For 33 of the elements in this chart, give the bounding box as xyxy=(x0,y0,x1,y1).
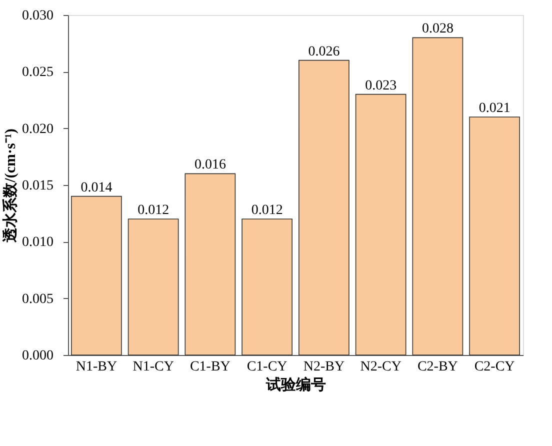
bar xyxy=(242,218,292,356)
data-label: 0.028 xyxy=(422,22,454,37)
data-label: 0.023 xyxy=(365,78,397,94)
x-tick-label: N2-CY xyxy=(360,360,402,374)
x-tick-label: C2-BY xyxy=(417,360,458,374)
data-label: 0.012 xyxy=(138,203,170,218)
text: 0.030 xyxy=(22,8,54,24)
data-label: 0.026 xyxy=(308,44,340,60)
x-tick-label: C1-CY xyxy=(246,360,288,374)
x-tick-label: N1-CY xyxy=(132,360,174,374)
text: 0.005 xyxy=(22,292,54,307)
bar xyxy=(71,196,122,356)
x-tick-label: N2-BY xyxy=(303,360,345,374)
x-tick-label: C2-CY xyxy=(474,360,515,374)
text: 0.020 xyxy=(22,122,54,137)
text: 0.010 xyxy=(22,235,54,250)
data-label: 0.021 xyxy=(478,101,510,116)
data-label: 0.014 xyxy=(80,180,112,196)
text: 0.015 xyxy=(22,178,54,194)
bar xyxy=(184,173,236,356)
bar xyxy=(355,94,406,356)
data-label: 0.012 xyxy=(251,203,283,218)
x-tick-label: C1-BY xyxy=(190,360,230,374)
data-label: 0.016 xyxy=(194,158,226,173)
bar xyxy=(128,218,179,356)
text: 0.025 xyxy=(22,65,54,80)
bar xyxy=(469,116,520,356)
x-axis-title: 试验编号 xyxy=(265,376,326,394)
text: 0.000 xyxy=(22,348,54,364)
x-tick-label: N1-BY xyxy=(76,360,118,374)
bar xyxy=(412,37,464,356)
y-axis-title: 透水系数/(cm·s⁻¹) xyxy=(2,128,19,244)
bar xyxy=(298,60,350,356)
